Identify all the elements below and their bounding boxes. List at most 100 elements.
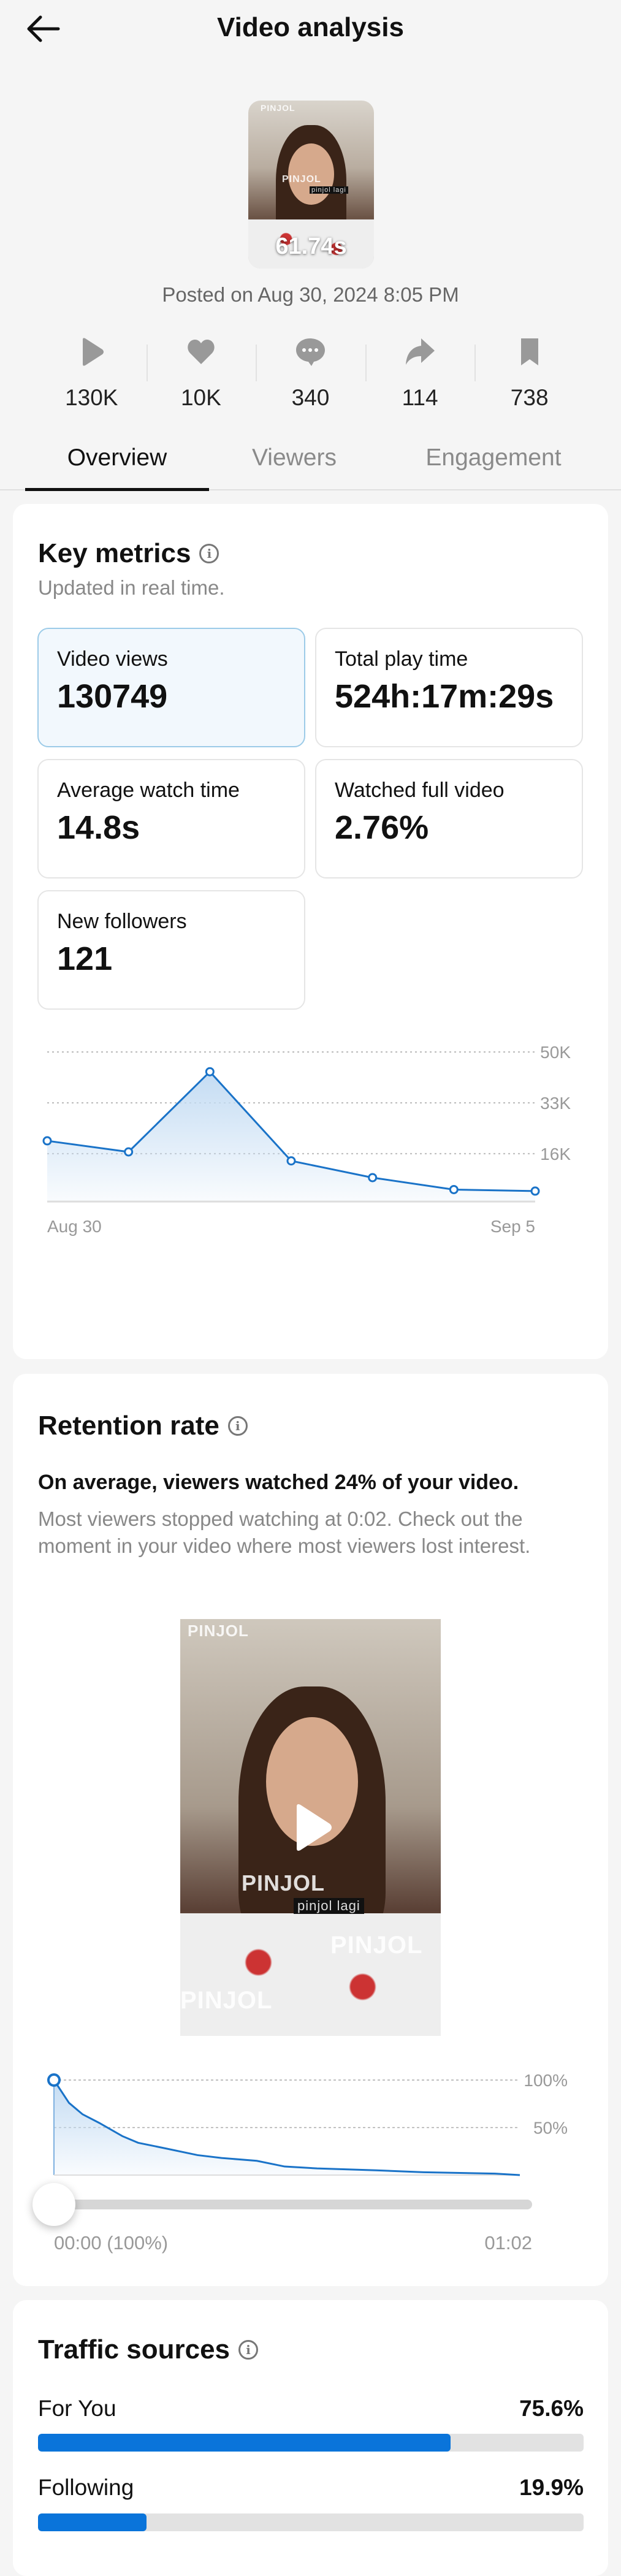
data-point — [530, 1186, 540, 1196]
metric-total-play-time[interactable]: Total play time 524h:17m:29s — [315, 628, 583, 747]
info-icon[interactable]: i — [227, 1416, 248, 1436]
metric-label: New followers — [57, 910, 187, 933]
video-thumbnail[interactable]: PINJOL PINJOL pinjol lagi 61.74s — [248, 101, 374, 269]
tab-bar: Overview Viewers Engagement — [0, 438, 621, 491]
posted-date: Posted on Aug 30, 2024 8:05 PM — [162, 283, 459, 306]
traffic-bar-fill — [38, 2434, 451, 2452]
stat-likes: 10K — [146, 331, 256, 417]
tab-overview[interactable]: Overview — [25, 444, 209, 491]
current-point — [47, 2073, 61, 2087]
retention-card: Retention rate i On average, viewers wat… — [13, 1374, 608, 2286]
section-title: Traffic sources — [38, 2334, 230, 2365]
updated-text: Updated in real time. — [38, 576, 225, 599]
play-icon — [83, 338, 104, 366]
y-tick-label: 50K — [540, 1043, 571, 1062]
traffic-row-for-you: For You 75.6% — [38, 2396, 584, 2422]
key-metrics-heading: Key metrics i — [38, 538, 219, 569]
x-tick-label: Sep 5 — [490, 1217, 535, 1236]
key-metrics-card: Key metrics i Updated in real time. Vide… — [13, 504, 608, 1359]
overlay-text: PINJOL — [330, 1932, 423, 1959]
caption-text: pinjol lagi — [294, 1898, 364, 1914]
overlay-text: PINJOL — [242, 1870, 326, 1896]
retention-slider-track[interactable] — [54, 2200, 532, 2209]
retention-headline: On average, viewers watched 24% of your … — [38, 1471, 519, 1494]
overlay-text: PINJOL — [180, 1987, 273, 2014]
video-duration: 61.74s — [275, 234, 347, 259]
tab-viewers[interactable]: Viewers — [251, 444, 337, 471]
retention-slider-handle[interactable] — [32, 2183, 75, 2226]
data-point — [205, 1067, 215, 1077]
bookmark-icon — [520, 338, 538, 365]
slider-end-label: 01:02 — [484, 2232, 532, 2254]
slider-start-label: 00:00 (100%) — [54, 2232, 169, 2254]
back-button[interactable] — [25, 13, 61, 44]
stat-value: 130K — [65, 385, 118, 410]
traffic-value: 75.6% — [519, 2396, 584, 2421]
stat-value: 10K — [180, 385, 221, 410]
stats-row: 130K 10K 340 114 738 — [0, 331, 621, 417]
metric-average-watch-time[interactable]: Average watch time 14.8s — [37, 759, 305, 878]
area-fill — [54, 2080, 520, 2175]
data-point — [124, 1147, 134, 1157]
traffic-bar-following — [38, 2513, 584, 2531]
traffic-label: Following — [38, 2475, 134, 2500]
metric-watched-full-video[interactable]: Watched full video 2.76% — [315, 759, 583, 878]
series-line — [53, 2079, 520, 2176]
y-tick-label: 16K — [540, 1145, 571, 1164]
back-arrow-icon — [27, 15, 60, 42]
stat-saves: 738 — [474, 331, 584, 417]
overlay-text: PINJOL — [282, 174, 321, 185]
x-tick-label: Aug 30 — [47, 1217, 102, 1236]
data-point — [368, 1173, 378, 1183]
traffic-heading: Traffic sources i — [38, 2334, 259, 2365]
info-icon[interactable]: i — [238, 2340, 259, 2360]
retention-heading: Retention rate i — [38, 1411, 248, 1441]
metric-value: 14.8s — [57, 809, 140, 846]
traffic-label: For You — [38, 2396, 116, 2421]
traffic-bar-for-you — [38, 2434, 584, 2452]
data-point — [42, 1136, 52, 1146]
share-icon — [406, 338, 435, 365]
metric-label: Total play time — [335, 647, 468, 671]
comment-icon — [296, 338, 326, 366]
metric-value: 2.76% — [335, 809, 429, 846]
retention-video[interactable]: PINJOL PINJOL pinjol lagi PINJOL PINJOL — [180, 1619, 441, 2036]
traffic-row-following: Following 19.9% — [38, 2475, 584, 2501]
metric-new-followers[interactable]: New followers 121 — [37, 890, 305, 1010]
play-icon[interactable] — [291, 1803, 333, 1852]
metric-value: 121 — [57, 940, 113, 977]
metric-label: Average watch time — [57, 779, 240, 802]
y-tick-label: 33K — [540, 1094, 571, 1113]
tab-engagement[interactable]: Engagement — [425, 444, 562, 471]
stat-value: 114 — [402, 385, 438, 410]
metric-value: 130749 — [57, 678, 168, 715]
metric-video-views[interactable]: Video views 130749 — [37, 628, 305, 747]
y-tick-label: 50% — [533, 2119, 568, 2138]
stat-value: 738 — [510, 385, 549, 410]
metric-value: 524h:17m:29s — [335, 678, 554, 715]
views-chart[interactable]: 16K 33K 50K Aug 30 Sep 5 — [13, 1031, 608, 1301]
area-fill — [47, 1072, 535, 1202]
overlay-text: PINJOL — [188, 1621, 249, 1640]
y-tick-label: 100% — [524, 2071, 568, 2090]
traffic-value: 19.9% — [519, 2475, 584, 2500]
retention-chart: 50% 100% — [47, 2071, 568, 2176]
info-icon[interactable]: i — [199, 544, 219, 563]
data-point — [286, 1156, 296, 1166]
page-title: Video analysis — [217, 12, 404, 42]
traffic-sources-card: Traffic sources i For You 75.6% Followin… — [13, 2300, 608, 2576]
caption-text: pinjol lagi — [310, 186, 348, 194]
stat-shares: 114 — [365, 331, 475, 417]
data-point — [449, 1184, 459, 1194]
stat-comments: 340 — [256, 331, 365, 417]
metric-label: Watched full video — [335, 779, 505, 802]
section-title: Retention rate — [38, 1411, 219, 1441]
traffic-bar-fill — [38, 2513, 147, 2531]
heart-icon — [188, 340, 215, 364]
retention-description: Most viewers stopped watching at 0:02. C… — [38, 1507, 531, 1557]
stat-value: 340 — [291, 385, 330, 410]
section-title: Key metrics — [38, 538, 191, 568]
stat-views: 130K — [37, 331, 147, 417]
overlay-text: PINJOL — [261, 103, 295, 113]
metric-label: Video views — [57, 647, 168, 671]
